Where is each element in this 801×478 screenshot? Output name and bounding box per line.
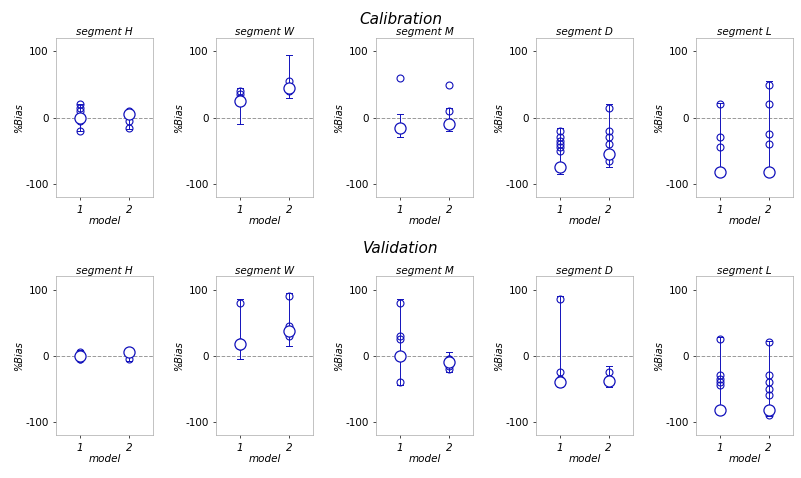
X-axis label: model: model <box>569 216 601 226</box>
X-axis label: model: model <box>88 216 121 226</box>
Title: segment D: segment D <box>556 265 613 275</box>
Y-axis label: %Bias: %Bias <box>14 341 24 370</box>
Text: Validation: Validation <box>363 241 438 256</box>
Y-axis label: %Bias: %Bias <box>14 103 24 132</box>
Title: segment M: segment M <box>396 27 453 37</box>
X-axis label: model: model <box>409 216 441 226</box>
X-axis label: model: model <box>248 216 280 226</box>
Title: segment W: segment W <box>235 27 294 37</box>
Y-axis label: %Bias: %Bias <box>174 341 183 370</box>
X-axis label: model: model <box>88 454 121 464</box>
Title: segment M: segment M <box>396 265 453 275</box>
X-axis label: model: model <box>248 454 280 464</box>
Y-axis label: %Bias: %Bias <box>654 341 663 370</box>
Y-axis label: %Bias: %Bias <box>174 103 183 132</box>
Title: segment L: segment L <box>717 265 772 275</box>
Title: segment H: segment H <box>76 265 133 275</box>
X-axis label: model: model <box>728 216 761 226</box>
X-axis label: model: model <box>569 454 601 464</box>
Text: Calibration: Calibration <box>359 12 442 27</box>
Y-axis label: %Bias: %Bias <box>334 103 344 132</box>
Y-axis label: %Bias: %Bias <box>654 103 663 132</box>
Title: segment W: segment W <box>235 265 294 275</box>
Y-axis label: %Bias: %Bias <box>493 341 504 370</box>
Y-axis label: %Bias: %Bias <box>493 103 504 132</box>
X-axis label: model: model <box>409 454 441 464</box>
Title: segment L: segment L <box>717 27 772 37</box>
Y-axis label: %Bias: %Bias <box>334 341 344 370</box>
X-axis label: model: model <box>728 454 761 464</box>
Title: segment D: segment D <box>556 27 613 37</box>
Title: segment H: segment H <box>76 27 133 37</box>
